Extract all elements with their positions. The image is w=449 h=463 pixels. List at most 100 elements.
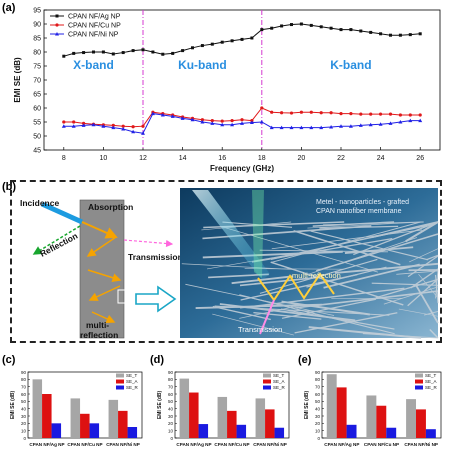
y-axis-title: EMI SE (dB) (157, 391, 163, 420)
band-label: K-band (330, 58, 371, 72)
data-point (210, 42, 214, 46)
y-tick-label: 80 (168, 377, 174, 382)
data-point (349, 28, 353, 32)
bar (336, 387, 347, 438)
x-tick-label: 8 (62, 155, 66, 162)
schematic-panel: Incidence Absorption Reflection Transmis… (10, 180, 442, 343)
y-tick-label: 10 (168, 428, 174, 433)
legend-marker (55, 23, 59, 27)
nanofiber (435, 269, 439, 299)
data-point (161, 52, 165, 56)
data-point (329, 111, 333, 115)
bar (89, 423, 100, 438)
x-tick-label: 24 (377, 155, 385, 162)
data-point (408, 113, 412, 117)
data-point (280, 24, 284, 28)
bar (108, 399, 119, 438)
data-point (339, 112, 343, 116)
internal-ray (87, 269, 122, 283)
data-point (230, 122, 235, 127)
y-tick-label: 45 (33, 148, 41, 155)
legend-swatch (116, 373, 124, 378)
legend-swatch (263, 373, 271, 378)
y-axis-title: EMI SE (dB) (10, 391, 16, 420)
legend-swatch (116, 379, 124, 384)
y-tick-label: 80 (315, 377, 321, 382)
x-tick-label: 14 (179, 155, 187, 162)
nanofiber (375, 278, 439, 299)
data-point (260, 106, 264, 110)
bar (179, 378, 190, 438)
nanofiber (405, 221, 439, 243)
data-point (190, 117, 195, 122)
data-point (210, 121, 215, 125)
data-point (359, 29, 363, 33)
data-point (82, 51, 86, 55)
data-point (240, 118, 244, 122)
y-axis-title: EMI SE (dB) (304, 391, 310, 420)
legend-swatch (116, 385, 124, 390)
data-point (319, 25, 323, 29)
data-point (408, 118, 413, 123)
bar (127, 427, 138, 438)
y-tick-label: 50 (21, 399, 27, 404)
x-category-label: CPAN NF/Ag NP (324, 442, 359, 447)
data-point (398, 120, 403, 124)
data-point (141, 131, 145, 135)
x-tick-label: 26 (416, 155, 424, 162)
bar (265, 409, 275, 438)
y-tick-label: 30 (315, 414, 321, 419)
nanofiber (305, 237, 418, 276)
schematic-drawing: Incidence Absorption Reflection Transmis… (20, 188, 439, 340)
nanofiber (362, 333, 439, 339)
data-point (339, 124, 343, 128)
bar (386, 427, 397, 438)
data-point (260, 28, 264, 32)
data-point (230, 39, 234, 43)
y-tick-label: 60 (33, 106, 41, 113)
nanofiber (310, 230, 429, 261)
legend-label: SE_T (425, 373, 437, 378)
y-tick-label: 70 (168, 384, 174, 389)
data-point (72, 120, 76, 124)
y-tick-label: 40 (315, 406, 321, 411)
data-point (220, 119, 224, 123)
photo-title-1: Metel - nanoparticles - grafted (316, 199, 409, 206)
y-tick-label: 20 (315, 421, 321, 426)
x-category-label: CPAN NF/Ni NP (253, 442, 287, 447)
reflection-arrow (32, 225, 81, 255)
data-point (279, 125, 284, 130)
x-tick-label: 20 (298, 155, 306, 162)
nanofiber (281, 300, 370, 316)
legend-label: SE_R (273, 385, 286, 390)
data-point (141, 48, 145, 52)
data-point (319, 125, 324, 130)
x-category-label: CPAN NF/Cu NP (67, 442, 102, 447)
data-point (101, 124, 106, 128)
y-tick-label: 0 (170, 436, 173, 441)
data-point (121, 124, 125, 128)
data-point (170, 114, 175, 118)
data-point (299, 125, 304, 130)
panel-label-a: (a) (2, 2, 16, 14)
band-label: X-band (73, 58, 114, 72)
nanofiber (259, 249, 388, 253)
nanofiber (409, 248, 439, 263)
multi-reflection-label-1: multi- (86, 320, 109, 330)
bar (198, 424, 209, 438)
y-tick-label: 95 (33, 8, 41, 15)
data-point (151, 50, 155, 54)
bar (227, 410, 237, 438)
x-tick-label: 16 (218, 155, 226, 162)
nanofiber (426, 254, 439, 261)
photo-multi-reflection: multi-reflection (292, 271, 341, 280)
nanofiber (212, 305, 271, 321)
legend-swatch (415, 385, 423, 390)
panel-label-c: (c) (2, 354, 16, 366)
legend-label: CPAN NF/Cu NP (68, 23, 121, 30)
data-point (329, 125, 334, 129)
bar (274, 427, 285, 438)
data-point (131, 49, 135, 53)
x-category-label: CPAN NF/Ag NP (29, 442, 64, 447)
transmission-ray (259, 299, 275, 335)
